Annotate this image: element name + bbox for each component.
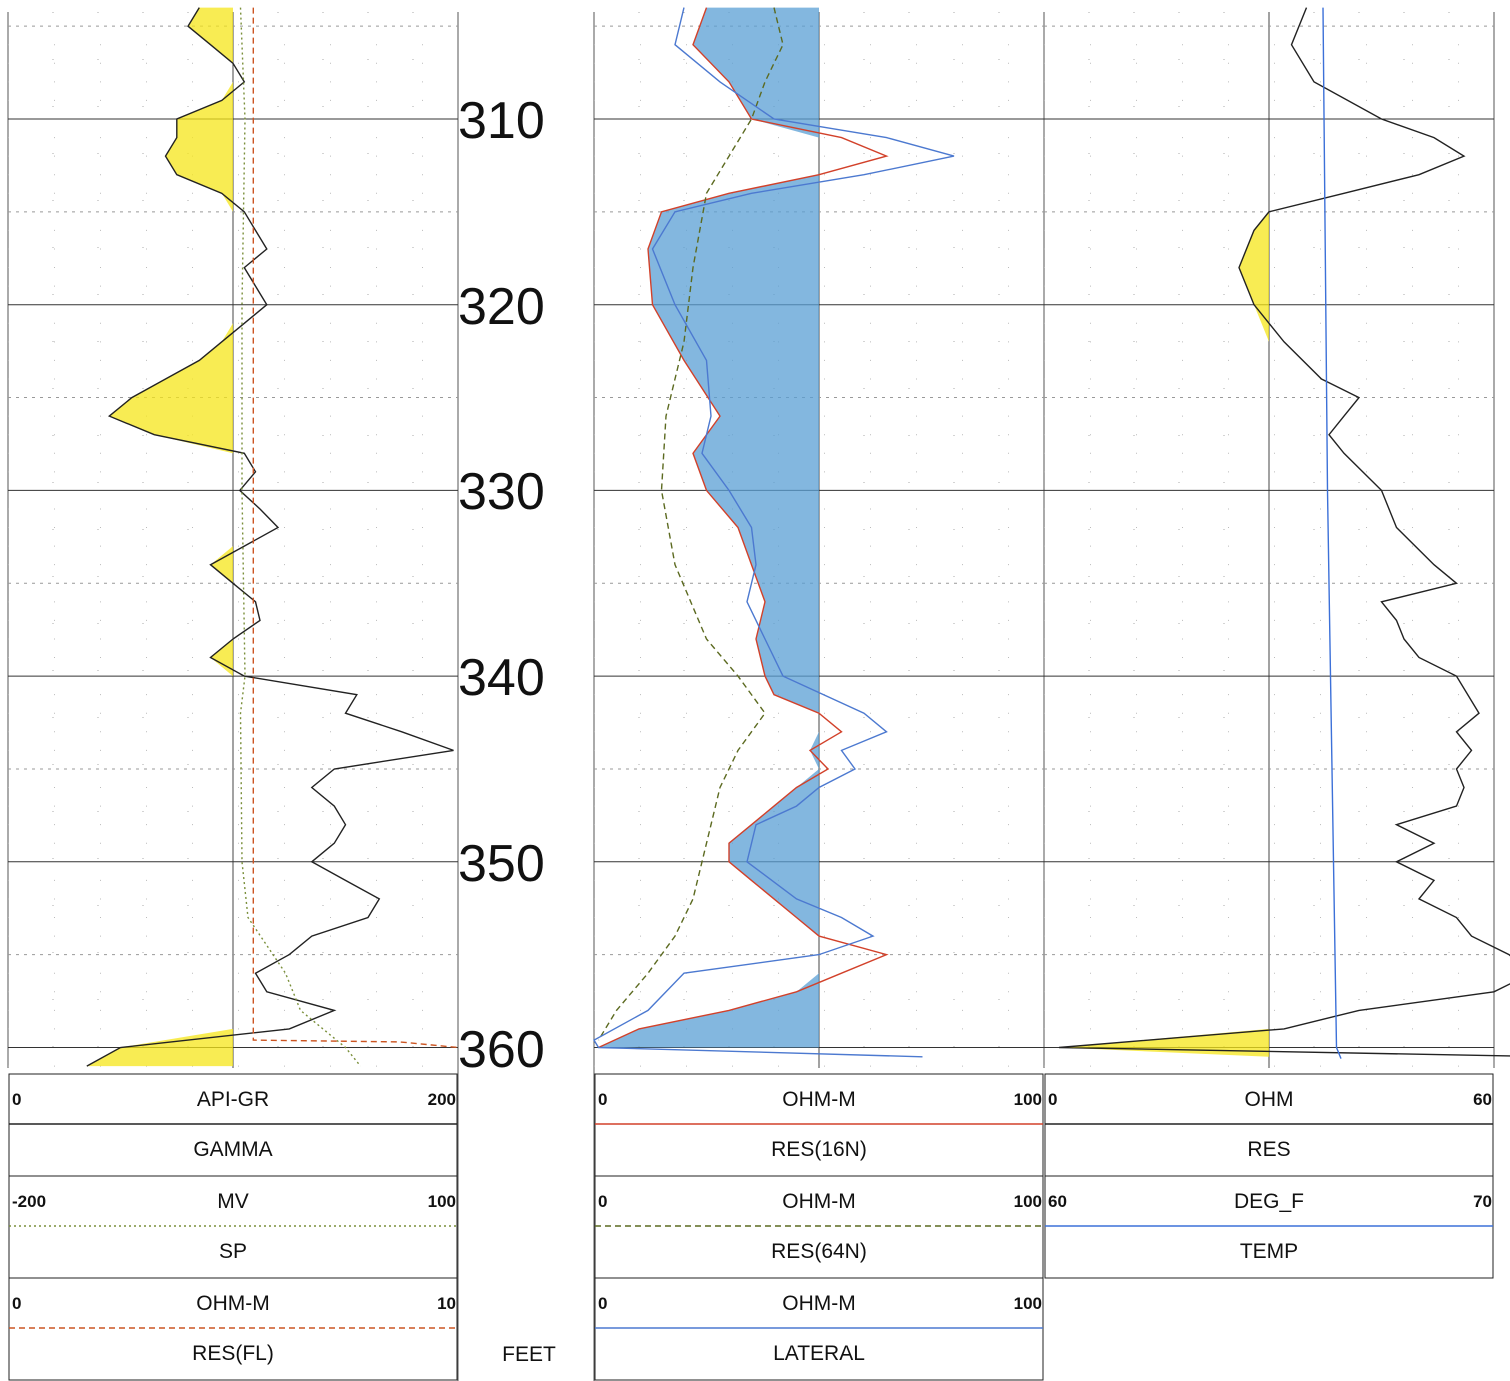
header-lines bbox=[8, 1073, 1494, 1381]
curve-unit: API-GR bbox=[196, 1088, 270, 1111]
scale-min: 0 bbox=[12, 1090, 22, 1109]
curve-name: SP bbox=[218, 1240, 247, 1263]
curve-res bbox=[1058, 7, 1510, 1057]
depth-label: 320 bbox=[458, 277, 545, 336]
depth-label: 310 bbox=[458, 92, 545, 150]
scale-max: 10 bbox=[437, 1294, 456, 1313]
scale-min: 0 bbox=[598, 1090, 608, 1109]
curve-sp bbox=[239, 7, 362, 1067]
depth-label: 330 bbox=[458, 463, 545, 522]
curve-name: LATERAL bbox=[773, 1342, 865, 1365]
scale-max: 200 bbox=[427, 1090, 456, 1109]
scale-min: 0 bbox=[12, 1294, 22, 1313]
curve-temp bbox=[1322, 7, 1342, 1059]
curve-unit: OHM bbox=[1244, 1088, 1294, 1111]
curve-unit: OHM-M bbox=[782, 1292, 856, 1315]
scale-max: 70 bbox=[1473, 1192, 1492, 1211]
curve-unit: DEG_F bbox=[1233, 1190, 1304, 1213]
header-box bbox=[8, 1277, 458, 1381]
curve-res(16n) bbox=[598, 7, 889, 1049]
scale-max: 100 bbox=[427, 1192, 456, 1211]
curve-name: TEMP bbox=[1239, 1240, 1299, 1263]
curve-name: GAMMA bbox=[193, 1138, 273, 1161]
scale-min: 0 bbox=[598, 1192, 608, 1211]
curve-unit: MV bbox=[217, 1190, 249, 1213]
curves bbox=[86, 7, 1510, 1067]
curve-unit: OHM-M bbox=[782, 1190, 856, 1213]
scale-min: 0 bbox=[598, 1294, 608, 1313]
curve-shading-res(16n) bbox=[598, 7, 819, 1048]
curve-name: RES(FL) bbox=[192, 1342, 274, 1365]
curve-name: RES(64N) bbox=[771, 1240, 867, 1263]
depth-label: 350 bbox=[458, 834, 545, 893]
header-box bbox=[594, 1277, 1044, 1381]
curve-gamma bbox=[86, 7, 454, 1067]
curve-name: RES(16N) bbox=[771, 1138, 867, 1161]
curve-shading bbox=[86, 7, 1269, 1067]
scale-min: 0 bbox=[1048, 1090, 1058, 1109]
scale-min: 60 bbox=[1048, 1192, 1067, 1211]
curve-shading-gamma bbox=[86, 7, 233, 1067]
scale-max: 100 bbox=[1013, 1090, 1042, 1109]
curve-name: RES bbox=[1247, 1138, 1291, 1161]
curve-lateral bbox=[593, 7, 955, 1058]
depth-label: 340 bbox=[458, 649, 545, 708]
scale-max: 60 bbox=[1473, 1090, 1492, 1109]
curve-res(64n) bbox=[597, 7, 784, 1041]
scale-min: -200 bbox=[12, 1192, 47, 1211]
scale-max: 100 bbox=[1013, 1294, 1042, 1313]
header-box bbox=[1044, 1175, 1494, 1279]
curve-unit: OHM-M bbox=[782, 1088, 856, 1111]
depth-unit-label: FEET bbox=[502, 1343, 556, 1366]
depth-label: 360 bbox=[458, 1020, 545, 1079]
curve-res(fl) bbox=[252, 7, 459, 1049]
curve-unit: OHM-M bbox=[196, 1292, 270, 1315]
scale-max: 100 bbox=[1013, 1192, 1042, 1211]
